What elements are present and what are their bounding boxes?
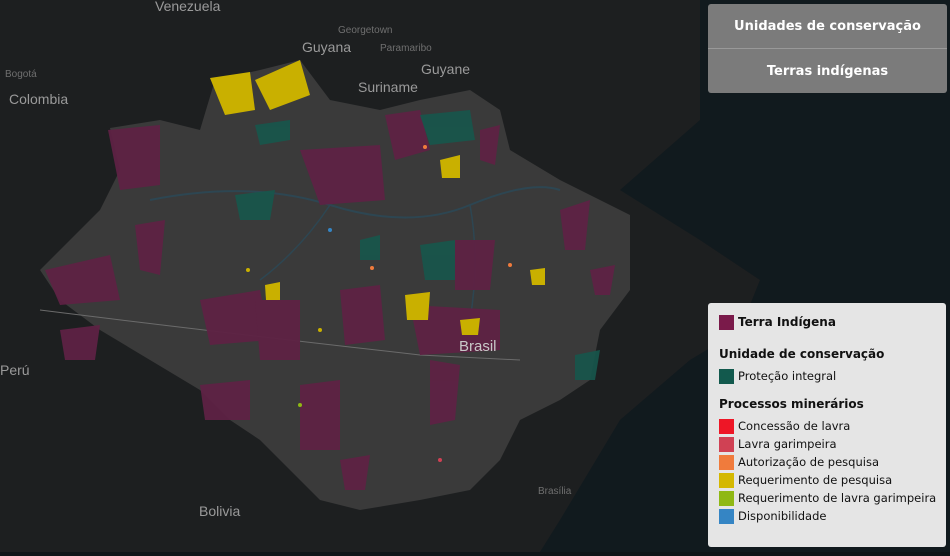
indigenous-lands-button[interactable]: Terras indígenas [708, 48, 947, 93]
legend-item: Lavra garimpeira [719, 435, 946, 453]
label-brasil: Brasil [459, 338, 497, 355]
legend-item: Autorização de pesquisa [719, 453, 946, 471]
label-venezuela: Venezuela [155, 0, 221, 14]
label-guyane: Guyane [421, 61, 471, 77]
legend-item: Concessão de lavra [719, 417, 946, 435]
legend-conservation-title: Unidade de conservação [719, 347, 885, 361]
legend-item: Requerimento de lavra garimpeira [719, 489, 946, 507]
legend-label: Autorização de pesquisa [738, 455, 879, 469]
legend-item: Disponibilidade [719, 507, 946, 525]
legend-label: Requerimento de lavra garimpeira [738, 491, 937, 505]
label-paramaribo: Paramaribo [380, 43, 432, 54]
conservation-units [235, 110, 600, 380]
legend-mining-title: Processos minerários [719, 397, 864, 411]
legend-swatch [719, 418, 734, 434]
label-brasilia: Brasília [538, 486, 572, 497]
label-georgetown: Georgetown [338, 25, 393, 36]
legend-item: Proteção integral [719, 367, 946, 385]
brazil-region [40, 60, 630, 510]
label-colombia: Colombia [9, 91, 69, 107]
legend-swatch [719, 472, 734, 488]
label-bolivia: Bolivia [199, 503, 241, 519]
label-peru: Perú [0, 362, 30, 378]
legend-label: Disponibilidade [738, 509, 827, 523]
label-suriname: Suriname [358, 79, 418, 95]
label-bogota: Bogotá [5, 69, 37, 80]
label-guyana: Guyana [302, 39, 352, 55]
legend-swatch [719, 314, 734, 330]
legend-item: Requerimento de pesquisa [719, 471, 946, 489]
indigenous-lands [45, 110, 615, 490]
mining-dots [246, 145, 512, 462]
legend-conservation-list: Proteção integral [719, 367, 946, 385]
legend-label: Terra Indígena [738, 315, 836, 329]
map-legend: Terra Indígena Unidade de conservação Pr… [708, 303, 946, 547]
legend-swatch [719, 436, 734, 452]
legend-swatch [719, 508, 734, 524]
conservation-units-button[interactable]: Unidades de conservação [708, 4, 947, 48]
legend-label: Concessão de lavra [738, 419, 851, 433]
legend-label: Proteção integral [738, 369, 837, 383]
layer-toggle-panel: Unidades de conservação Terras indígenas [708, 4, 947, 93]
mining-requests [210, 60, 545, 335]
legend-swatch [719, 454, 734, 470]
legend-swatch [719, 490, 734, 506]
legend-swatch [719, 368, 734, 384]
legend-label: Requerimento de pesquisa [738, 473, 893, 487]
legend-label: Lavra garimpeira [738, 437, 837, 451]
legend-mining-list: Concessão de lavra Lavra garimpeira Auto… [719, 417, 946, 525]
legend-indigenous: Terra Indígena [719, 313, 946, 331]
